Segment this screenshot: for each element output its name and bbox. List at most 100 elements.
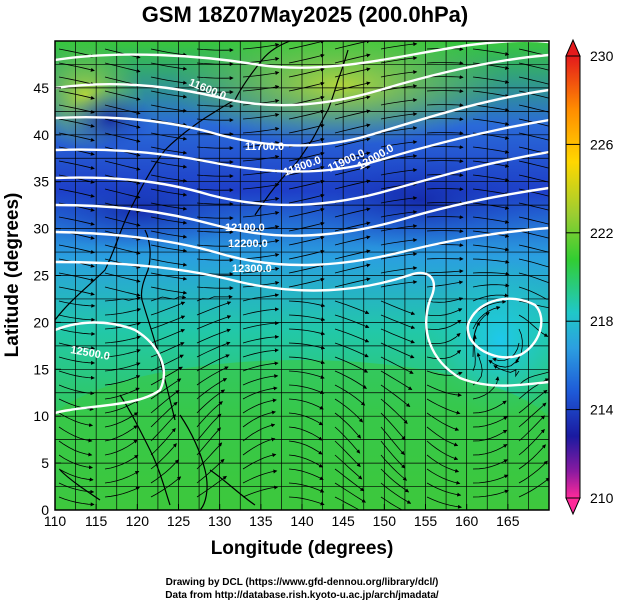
streamline [288, 249, 325, 260]
x-tick-label: 140 [290, 513, 314, 529]
streamline [426, 468, 461, 485]
streamline [196, 401, 223, 428]
streamline [472, 104, 510, 112]
streamline [334, 53, 371, 64]
streamline [150, 390, 180, 414]
streamline [196, 202, 234, 207]
streamline [150, 174, 188, 183]
streamline [58, 118, 95, 128]
streamline [518, 76, 549, 85]
streamline [288, 454, 324, 468]
streamline [58, 384, 95, 396]
streamline [58, 188, 95, 198]
streamline [334, 165, 371, 176]
streamline [472, 400, 507, 414]
streamline [150, 301, 186, 316]
streamline [288, 482, 325, 493]
streamline [334, 207, 371, 218]
streamline [150, 295, 187, 302]
streamline [472, 48, 510, 56]
y-tick-label: 40 [33, 127, 49, 143]
streamline [472, 188, 510, 196]
streamline [518, 202, 549, 211]
streamline [104, 216, 141, 227]
streamline [426, 308, 463, 316]
y-tick-label: 10 [33, 408, 49, 424]
streamline [334, 109, 371, 120]
streamline [150, 427, 176, 456]
streamline [488, 356, 520, 368]
streamline [426, 412, 460, 431]
streamline [196, 413, 222, 442]
streamline [334, 151, 371, 162]
streamline [334, 440, 361, 468]
streamline [472, 216, 510, 224]
streamline [242, 485, 279, 498]
streamline [150, 90, 188, 99]
streamline [242, 374, 279, 386]
colorbar-bottom-arrow [565, 497, 581, 516]
height-contours [55, 41, 549, 415]
streamline [288, 440, 323, 455]
streamline [150, 104, 188, 113]
streamline [242, 211, 280, 218]
streamline [288, 109, 325, 120]
streamline [242, 85, 280, 92]
streamline [334, 263, 371, 274]
coastlines [55, 41, 349, 510]
streamline [426, 349, 461, 360]
streamline [288, 370, 325, 379]
streamline [518, 104, 549, 113]
streamline [242, 423, 276, 442]
cold-band [55, 170, 250, 250]
y-tick-label: 45 [33, 80, 49, 96]
streamline [104, 349, 141, 358]
streamline [518, 90, 549, 99]
streamline [58, 90, 95, 100]
streamline [104, 335, 141, 344]
streamline [58, 216, 95, 226]
streamline [196, 76, 234, 81]
streamline [150, 230, 188, 239]
streamline [334, 412, 362, 439]
streamline [150, 132, 188, 141]
contour-label-12200: 12200.0 [228, 238, 268, 250]
streamline [58, 412, 94, 427]
streamline [472, 489, 509, 498]
x-tick-label: 125 [167, 513, 191, 529]
colorbar-gradient [565, 55, 581, 499]
streamline [150, 286, 188, 295]
streamline [334, 314, 370, 329]
streamline [150, 272, 188, 281]
streamline [426, 159, 464, 164]
contour-label-12300: 12300.0 [232, 263, 272, 275]
streamline [242, 386, 278, 400]
streamline [426, 454, 460, 473]
streamline [104, 399, 140, 414]
x-axis: 110 115 120 125 130 135 140 145 150 155 160 165 [44, 504, 520, 529]
streamline [472, 174, 510, 182]
streamline [58, 370, 95, 380]
streamline [288, 67, 325, 78]
streamline [518, 160, 549, 169]
streamline [380, 482, 412, 504]
streamline [426, 201, 464, 206]
streamline [104, 425, 138, 442]
streamline [196, 188, 234, 193]
x-tick-label: 160 [455, 513, 479, 529]
y-axis-title: Latitude (degrees) [2, 193, 23, 358]
streamline [380, 252, 418, 260]
x-tick-label: 155 [414, 513, 438, 529]
x-tick-label: 115 [85, 513, 108, 529]
y-tick-label: 15 [33, 361, 49, 377]
streamline [242, 267, 280, 274]
streamline [288, 263, 325, 274]
streamline [150, 188, 188, 197]
streamline [334, 123, 371, 134]
streamline [380, 238, 418, 246]
streamline [242, 334, 280, 344]
streamline [334, 398, 364, 423]
colorbar-top-arrow [565, 38, 581, 57]
streamline [288, 193, 325, 204]
